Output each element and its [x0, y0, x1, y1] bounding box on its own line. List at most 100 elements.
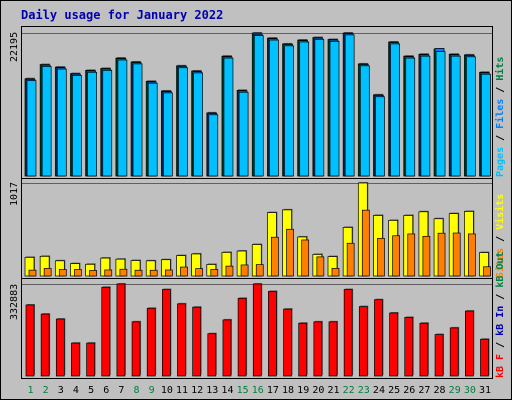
kb-f-bar-day-1 — [25, 304, 35, 377]
sites-bar-day-23 — [361, 209, 370, 277]
day-label-27: 27 — [418, 385, 430, 396]
sites-bar-day-5 — [89, 270, 97, 277]
day-label-10: 10 — [161, 385, 173, 396]
legend-files: Files — [494, 99, 506, 129]
day-labels: 1 2 3 4 5 6 7 8 9 10 11 12 13 14 15 16 17 18 19 20 21 22 23 24 2… — [27, 385, 491, 396]
sites-bar-day-2 — [43, 268, 52, 277]
chart-title: Daily usage for January 2022 — [21, 8, 223, 22]
sites-bar-day-30 — [468, 233, 476, 277]
pages-bar-day-3 — [56, 68, 67, 177]
kb-f-bar-day-25 — [389, 312, 398, 377]
kb-f-bar-day-17 — [268, 291, 277, 377]
pages-bar-day-29 — [450, 55, 461, 177]
pages-bar-day-6 — [102, 69, 113, 177]
pages-bar-day-9 — [147, 82, 158, 177]
legend-kb-f: kB F — [495, 354, 506, 378]
kb-f-bar-day-13 — [207, 333, 217, 377]
pages-bar-day-27 — [420, 55, 431, 177]
svg-text:Pages / Files / Hits: Pages / Files / Hits — [494, 57, 506, 177]
legend-kb-out: kB Out — [495, 252, 506, 288]
kb-f-bar-day-28 — [434, 334, 444, 377]
sites-bar-day-4 — [74, 269, 82, 277]
kbytes-y-max-label: 332883 — [9, 284, 20, 320]
pages-bar-day-8 — [132, 63, 143, 177]
sites-bar-day-21 — [331, 268, 340, 277]
pages-bar-day-15 — [238, 91, 249, 177]
kb-f-bar-day-12 — [192, 306, 201, 377]
day-label-11: 11 — [176, 385, 188, 396]
svg-text:kB F / kB In / kB Out: kB F / kB In / kB Out — [495, 252, 506, 378]
pages-bar-day-22 — [344, 34, 355, 177]
kb-f-bar-day-20 — [313, 321, 323, 377]
legend-hits: Hits — [494, 57, 506, 81]
kb-f-bar-day-4 — [71, 342, 80, 377]
pages-bar-day-11 — [178, 67, 188, 177]
day-label-23: 23 — [358, 385, 370, 396]
sites-bar-day-7 — [119, 268, 128, 277]
day-label-18: 18 — [282, 385, 294, 396]
sites-bar-day-11 — [180, 266, 188, 277]
pages-bar-day-17 — [269, 39, 279, 177]
kbytes-bars — [25, 283, 490, 377]
day-label-29: 29 — [449, 385, 461, 396]
kb-f-bar-day-10 — [162, 289, 171, 377]
day-label-12: 12 — [191, 385, 203, 396]
visits-bars — [24, 182, 491, 277]
kb-f-bar-day-5 — [86, 342, 95, 377]
kb-f-bar-day-18 — [283, 308, 292, 377]
day-label-6: 6 — [103, 385, 109, 396]
pages-bar-day-14 — [223, 57, 234, 177]
day-label-3: 3 — [58, 385, 64, 396]
kb-f-bar-day-2 — [40, 313, 50, 377]
visits-y-max-label: 1017 — [9, 182, 20, 206]
sites-bar-day-28 — [437, 232, 446, 277]
sites-bar-day-15 — [240, 264, 249, 277]
sites-bar-day-25 — [392, 235, 400, 277]
day-label-7: 7 — [118, 385, 124, 396]
legend-visits: Visits — [494, 194, 506, 230]
sites-bar-day-20 — [316, 256, 325, 277]
kb-f-bar-day-7 — [116, 283, 126, 377]
day-label-9: 9 — [149, 385, 155, 396]
pages-bar-day-24 — [375, 96, 385, 177]
day-label-31: 31 — [479, 385, 491, 396]
kbytes-legend: kB F / kB In / kB Out — [495, 252, 506, 378]
sites-bar-day-8 — [134, 269, 143, 277]
sites-bar-day-29 — [452, 232, 461, 277]
day-label-30: 30 — [464, 385, 476, 396]
day-label-2: 2 — [43, 385, 49, 396]
day-label-22: 22 — [343, 385, 355, 396]
pages-bar-day-21 — [329, 40, 340, 177]
pages-bar-day-20 — [314, 39, 325, 177]
sites-bar-day-12 — [195, 268, 203, 277]
day-label-24: 24 — [373, 385, 385, 396]
pages-bar-day-13 — [208, 114, 219, 177]
day-label-19: 19 — [297, 385, 309, 396]
day-label-16: 16 — [252, 385, 264, 396]
kb-f-bar-day-27 — [419, 322, 429, 377]
pages-bar-day-12 — [193, 72, 203, 177]
pages-bar-day-30 — [466, 56, 476, 177]
kb-f-bar-day-6 — [101, 286, 111, 377]
kb-f-bar-day-22 — [343, 289, 353, 377]
day-label-25: 25 — [388, 385, 400, 396]
sites-bar-day-27 — [422, 235, 431, 277]
pages-bar-day-26 — [405, 57, 416, 177]
day-label-8: 8 — [134, 385, 140, 396]
kb-f-bar-day-16 — [252, 283, 262, 377]
hits-bars — [24, 32, 491, 177]
sites-bar-day-18 — [286, 228, 294, 277]
sites-bar-day-1 — [28, 269, 37, 277]
pages-bar-day-16 — [253, 35, 264, 177]
pages-bar-day-5 — [87, 71, 97, 177]
visits-legend: Sites / Visits — [494, 194, 506, 278]
kb-f-bar-day-21 — [328, 321, 338, 377]
day-label-15: 15 — [237, 385, 249, 396]
hits-legend: Pages / Files / Hits — [494, 57, 506, 177]
kb-f-bar-day-11 — [177, 303, 186, 377]
day-label-4: 4 — [73, 385, 79, 396]
sites-bar-day-24 — [377, 237, 385, 277]
pages-bar-day-7 — [117, 59, 128, 177]
sites-bar-day-6 — [104, 269, 113, 277]
